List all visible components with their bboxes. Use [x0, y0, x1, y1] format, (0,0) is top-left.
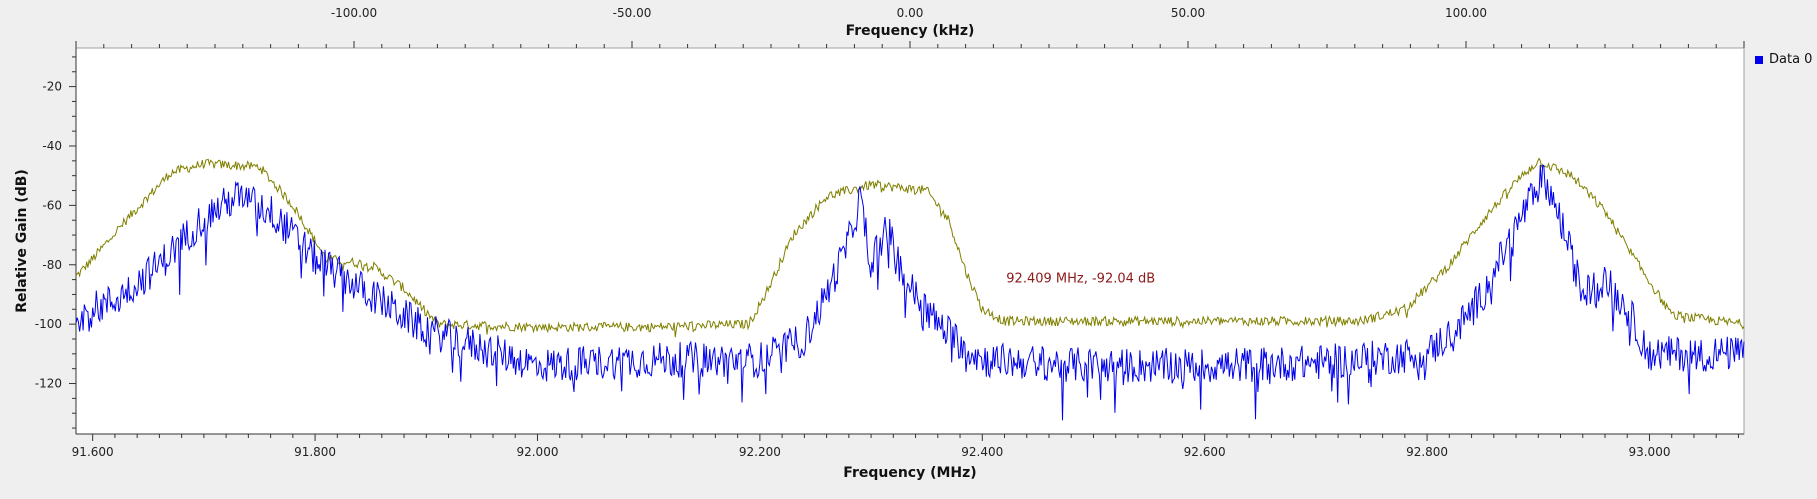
y-tick-label: -20 [42, 80, 62, 94]
legend: Data 0 [1755, 52, 1812, 67]
y-axis-title: Relative Gain (dB) [14, 169, 30, 313]
y-tick-label: -60 [42, 198, 62, 212]
x-tick-label: 92.800 [1406, 445, 1448, 459]
x-tick-label: 92.200 [739, 445, 781, 459]
series-max-hold [75, 157, 1745, 338]
x2-tick-label: 0.00 [897, 6, 924, 20]
x-tick-label: 91.800 [294, 445, 336, 459]
bottom-axis: 91.600 91.800 92.000 92.200 92.400 92.600 92.8… [72, 433, 1744, 459]
bottom-axis-title: Frequency (MHz) [843, 465, 976, 481]
y-tick-label: -120 [35, 377, 62, 391]
series-group [75, 157, 1745, 421]
x-tick-label: 92.400 [961, 445, 1003, 459]
x-tick-label: 92.600 [1184, 445, 1226, 459]
top-axis: -100.00 -50.00 0.00 50.00 100.00 [75, 6, 1745, 48]
marker-annotation: 92.409 MHz, -92.04 dB [1006, 272, 1155, 287]
series-data-0 [75, 164, 1745, 421]
x2-tick-label: 50.00 [1171, 6, 1205, 20]
annotations: 92.409 MHz, -92.04 dB [1006, 272, 1155, 287]
x-tick-label: 92.000 [516, 445, 558, 459]
y-tick-label: -80 [42, 258, 62, 272]
x2-tick-label: -50.00 [613, 6, 652, 20]
plot-canvas [75, 47, 1745, 435]
y-tick-label: -40 [42, 139, 62, 153]
y-tick-label: -100 [35, 317, 62, 331]
x-tick-label: 91.600 [72, 445, 114, 459]
top-axis-title: Frequency (kHz) [846, 23, 975, 39]
left-axis: -20 -40 -60 -80 -100 -120 [35, 48, 77, 434]
x2-tick-label: -100.00 [331, 6, 377, 20]
x-tick-label: 93.000 [1628, 445, 1670, 459]
legend-swatch-icon [1755, 55, 1763, 64]
legend-label: Data 0 [1769, 52, 1813, 67]
x2-tick-label: 100.00 [1445, 6, 1487, 20]
